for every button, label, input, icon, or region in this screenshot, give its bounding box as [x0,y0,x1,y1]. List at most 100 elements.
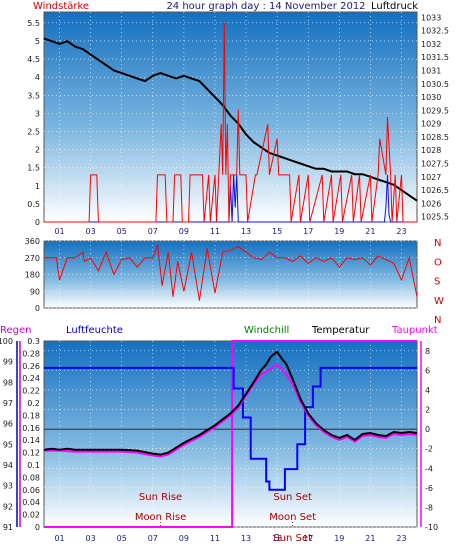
chart1-x-tick: 17 [303,227,313,236]
chart1-series-wind_gust [44,22,417,223]
chart3-humidity-tick: 100 [0,337,13,346]
chart1-y-right-tick: 1031 [421,66,441,75]
chart1-y-right-tick: 1025.5 [421,213,449,222]
chart1-y-left-tick: 0 [35,218,40,227]
chart3-temperature-tick: -10 [425,523,438,532]
chart3-rain-tick: 0 [35,523,40,532]
chart1-x-tick: 21 [365,227,375,236]
chart3-rain-tick: 0.18 [22,411,40,420]
chart1-y-left-tick: 4.5 [27,55,40,64]
chart1-y-right-tick: 1028 [421,146,441,155]
chart3-label: Windchill [244,325,289,336]
chart3-humidity-tick: 97 [3,399,13,408]
chart3-humidity-tick: 99 [3,358,13,367]
chart1-left-axis: 0 0.5 1 1.5 2 2.5 3 3.5 4 4.5 5 5.5 [27,19,40,227]
chart3-rain-tick: 0.14 [22,436,40,445]
chart1-x-tick: 09 [179,227,189,236]
chart3-humidity-tick: 91 [3,523,13,532]
chart2-plot-area [43,240,418,309]
chart1-x-tick: 15 [272,227,282,236]
chart2-series-wind_direction [44,244,418,301]
chart3-series-temperature [43,350,418,456]
chart1-series [43,22,418,223]
chart3-rain-tick: 0.1 [27,461,40,470]
chart3-annotation: Moon Set [269,512,316,523]
chart3-annotations: Sun Rise Moon Rise Sun Set Moon Set Sun Set [135,492,316,544]
chart3-rain-tick: 0.28 [22,349,40,358]
chart3-series-dew_point [44,363,418,458]
chart3-x-tick: 13 [241,534,251,543]
chart3-humidity-tick: 93 [3,482,13,491]
chart1-x-tick: 13 [241,227,251,236]
chart2-y-tick: 360 [25,237,40,246]
chart3-temperature-tick: -4 [425,464,433,473]
chart3-x-tick: 19 [334,534,344,543]
chart1-y-left-tick: 4 [35,73,40,82]
chart3-humidity-tick: 96 [3,420,13,429]
chart1-y-right-tick: 1030 [421,93,441,102]
chart3-annotation: Sun Set [273,533,312,544]
chart3-annotation: Sun Set [273,492,312,503]
chart3-x-tick: 11 [210,534,220,543]
chart2-compass-tick: S [434,277,440,288]
chart3-temperature-tick: 0 [425,425,430,434]
chart3-x-tick: 09 [179,534,189,543]
chart3-rain-tick: 0.02 [22,511,40,520]
chart2-y-tick: 270 [25,254,40,263]
chart3-labels: Regen Luftfeuchte Windchill Temperatur Taupu… [0,325,438,336]
chart1-y-right-tick: 1032 [421,40,441,49]
chart3-rain-tick: 0.3 [27,337,40,346]
chart3-x-tick: 07 [148,534,158,543]
chart3-label: Taupunkt [391,325,438,336]
chart1-y-right-tick: 1026.5 [421,186,449,195]
chart1-y-right-tick: 1026 [421,199,441,208]
chart3-rain-tick: 0.12 [22,449,40,458]
chart3-temperature-tick: -8 [425,503,433,512]
chart3-rain-tick: 0.04 [22,498,40,507]
chart2-y-tick: 180 [25,271,40,280]
chart1-y-left-tick: 3 [35,109,40,118]
chart1-x-tick: 07 [148,227,158,236]
chart3-x-axis: 01 03 05 07 09 11 13 15 17 19 21 23 [54,534,406,543]
chart1-y-left-tick: 5 [35,37,40,46]
chart2-compass-tick: N [434,238,441,249]
chart1-y-left-tick: 1 [35,182,40,191]
chart2-compass-tick: W [434,296,444,307]
chart3-humidity-tick: 98 [3,378,13,387]
chart3-x-tick: 21 [365,534,375,543]
chart1-x-tick: 01 [54,227,64,236]
chart3-rain-tick: 0.06 [22,486,40,495]
chart1-right-axis: 1025.5 1026 1026.5 1027 1027.5 1028 1028.5 1029… [421,13,449,221]
chart3-annotation: Sun Rise [139,492,182,503]
chart3-rain-tick: 0.08 [22,473,40,482]
chart3-label: Luftfeuchte [66,325,123,336]
chart3-plot-area [43,340,418,528]
chart1-y-left-tick: 3.5 [27,91,40,100]
chart1-y-left-tick: 0.5 [27,200,40,209]
chart1-x-axis: 01 03 05 07 09 11 13 15 17 19 21 23 [54,227,406,236]
chart1-left-label: Windstärke [33,1,89,12]
chart3-temperature-tick: 8 [425,347,430,356]
chart1-y-right-tick: 1027 [421,173,441,182]
chart3-x-tick: 17 [303,534,313,543]
chart1-y-right-tick: 1033 [421,13,441,22]
chart1-x-tick: 03 [86,227,96,236]
chart3-label: Temperatur [311,325,370,336]
chart3-series [43,340,418,528]
chart2-compass-tick: O [434,257,442,268]
chart3-rain-tick: 0.16 [22,424,40,433]
chart1-x-tick: 05 [117,227,127,236]
chart1-series-pressure [43,37,418,202]
chart3-x-tick: 01 [54,534,64,543]
chart3-rain-tick: 0.2 [27,399,40,408]
chart3-rain-axis: 0 0.02 0.04 0.06 0.08 0.1 0.12 0.14 0.16 0.18 0.2 0… [19,337,40,532]
chart2-y-tick: 0 [35,304,40,313]
chart2-series [44,244,418,301]
chart1-grid [44,12,417,223]
chart3-x-tick: 15 [272,534,282,543]
chart1-y-left-tick: 5.5 [27,19,40,28]
chart1-x-tick: 11 [210,227,220,236]
chart3-temperature-axis: -10 -8 -6 -4 -2 0 2 4 6 8 [420,341,438,532]
